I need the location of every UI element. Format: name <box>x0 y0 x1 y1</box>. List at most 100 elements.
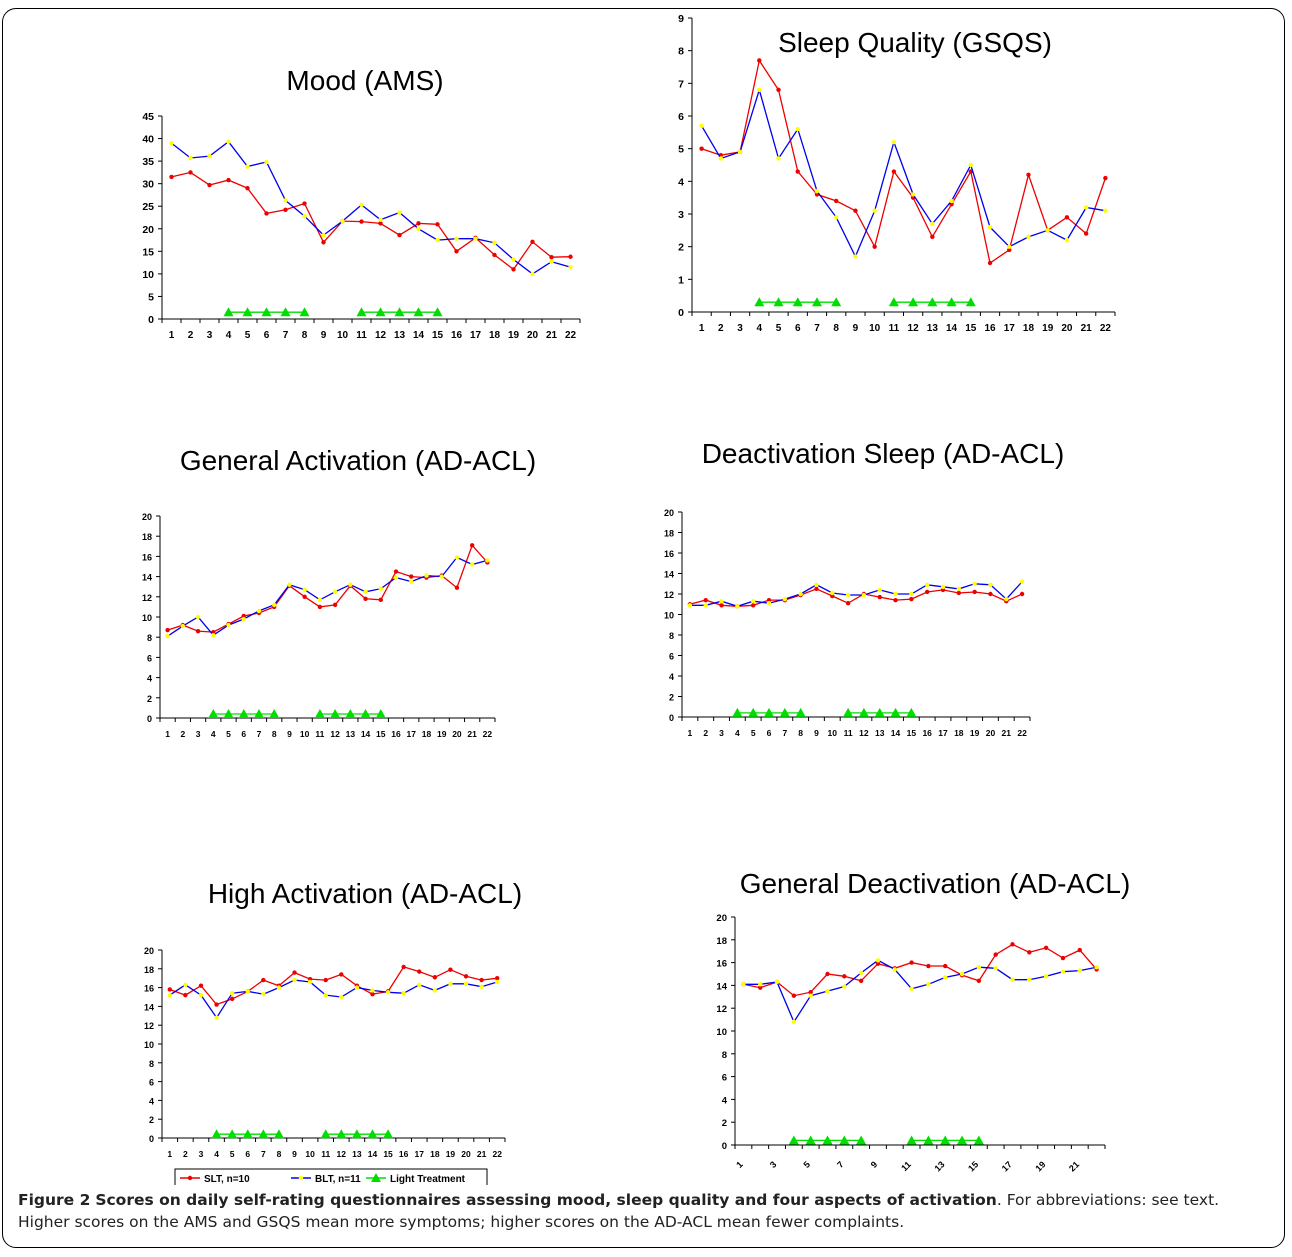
data-point <box>256 608 262 614</box>
data-point <box>485 558 490 563</box>
data-point <box>417 982 422 987</box>
y-tick-label: 0 <box>722 1141 727 1152</box>
y-tick-label: 12 <box>142 593 152 603</box>
caption-title: Scores on daily self-rating questionnair… <box>95 1191 997 1209</box>
data-point <box>750 598 756 604</box>
data-point <box>332 589 338 594</box>
data-point <box>492 240 497 245</box>
data-point <box>511 267 516 272</box>
light-treatment-marker <box>375 708 386 718</box>
x-tick-label: 22 <box>1100 323 1112 334</box>
x-tick-label: 20 <box>1061 323 1073 334</box>
data-point <box>830 590 835 596</box>
data-point <box>845 601 851 606</box>
light-treatment-marker <box>367 1129 378 1139</box>
data-point <box>165 633 170 639</box>
data-point <box>757 87 762 93</box>
x-tick-label: 11 <box>899 1159 913 1173</box>
x-tick-label: 5 <box>230 1149 235 1159</box>
data-point <box>448 981 453 987</box>
data-point <box>845 592 851 598</box>
light-treatment-marker <box>839 1135 850 1145</box>
chart-title: Mood (AMS) <box>286 65 443 96</box>
data-point <box>183 982 188 987</box>
data-point <box>435 222 440 227</box>
y-tick-label: 16 <box>144 984 154 994</box>
y-tick-label: 4 <box>678 176 684 188</box>
x-tick-label: 13 <box>352 1149 362 1159</box>
light-treatment-marker <box>261 307 272 317</box>
light-treatment-marker <box>345 708 356 718</box>
light-treatment-marker <box>923 1135 934 1145</box>
legend: SLT, n=10 BLT, n=11 Light Treatment <box>174 1168 488 1185</box>
data-point <box>321 240 326 245</box>
data-point <box>703 603 708 608</box>
data-point <box>214 1015 219 1020</box>
x-tick-label: 19 <box>446 1149 456 1159</box>
y-tick-label: 15 <box>142 246 154 258</box>
data-point <box>180 623 186 629</box>
data-point <box>188 170 193 175</box>
data-point <box>317 604 323 610</box>
light-treatment-marker <box>957 1135 968 1145</box>
light-treatment-marker <box>253 708 264 718</box>
y-tick-label: 2 <box>678 242 684 254</box>
y-tick-label: 30 <box>142 179 154 191</box>
data-point <box>226 622 231 628</box>
x-tick-label: 17 <box>415 1149 425 1159</box>
y-tick-label: 16 <box>664 549 674 559</box>
data-point <box>359 219 364 224</box>
light-treatment-marker <box>779 707 790 717</box>
data-point <box>276 985 282 990</box>
x-tick-label: 7 <box>283 330 289 341</box>
x-tick-label: 17 <box>938 728 948 738</box>
light-treatment-marker <box>269 708 280 718</box>
y-tick-label: 8 <box>669 631 674 641</box>
data-point <box>808 990 813 995</box>
x-tick-label: 3 <box>199 1149 204 1159</box>
data-point <box>354 985 360 990</box>
data-point <box>853 208 858 213</box>
data-point <box>830 593 835 599</box>
data-point <box>972 589 977 595</box>
data-point <box>987 260 993 266</box>
data-point <box>339 972 344 977</box>
x-tick-label: 17 <box>1000 1159 1014 1173</box>
data-point <box>909 596 914 602</box>
x-tick-label: 17 <box>470 330 482 341</box>
x-tick-label: 10 <box>869 323 881 334</box>
data-point <box>292 970 297 975</box>
x-tick-label: 20 <box>986 728 996 738</box>
x-tick-label: 6 <box>241 729 246 739</box>
light-treatment-marker <box>242 307 253 317</box>
data-point <box>195 628 201 634</box>
figure-frame <box>2 8 1285 1248</box>
data-point <box>842 974 847 979</box>
x-tick-label: 9 <box>321 330 327 341</box>
data-point <box>909 591 914 597</box>
data-point <box>198 992 204 998</box>
y-tick-label: 16 <box>716 959 727 970</box>
data-point <box>1094 964 1099 970</box>
x-tick-label: 2 <box>718 323 724 334</box>
data-point <box>791 1019 797 1025</box>
chart-title: Deactivation Sleep (AD-ACL) <box>702 438 1065 469</box>
data-point <box>699 146 704 151</box>
data-point <box>495 976 500 981</box>
light-treatment-marker <box>211 1129 222 1139</box>
data-point <box>1019 591 1025 597</box>
y-tick-label: 25 <box>142 201 154 213</box>
x-tick-label: 13 <box>394 330 406 341</box>
x-tick-label: 14 <box>361 729 371 739</box>
data-point <box>317 597 323 603</box>
legend-marker <box>371 1173 381 1182</box>
light-treatment-marker <box>227 1129 238 1139</box>
light-treatment-marker <box>754 297 765 307</box>
data-point <box>439 574 444 579</box>
data-point <box>302 201 307 206</box>
light-treatment-marker <box>238 708 249 718</box>
data-point <box>956 590 962 596</box>
x-tick-label: 6 <box>795 323 801 334</box>
data-point <box>511 257 516 262</box>
